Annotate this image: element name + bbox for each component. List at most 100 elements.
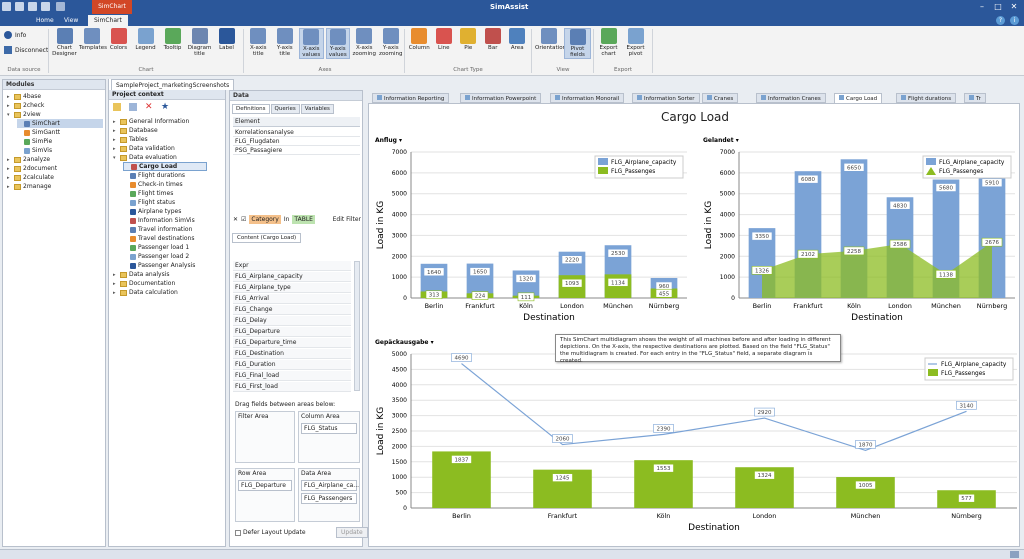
open-folder-icon[interactable] [113, 103, 121, 111]
defer-checkbox[interactable]: Defer Layout Update [235, 529, 306, 536]
diagram-title[interactable]: Gelandet ▾ [703, 137, 739, 144]
project-item[interactable]: ▸ Data analysis [113, 271, 170, 278]
project-item[interactable]: Flight durations [123, 171, 185, 180]
filter-area[interactable]: Filter Area [235, 411, 295, 463]
project-item[interactable]: Passenger load 2 [123, 252, 189, 261]
element-row[interactable]: PSG_Passagiere [233, 146, 360, 155]
line-series[interactable] [461, 363, 967, 452]
doc-tab[interactable]: Flight durations [896, 93, 957, 103]
field-row[interactable]: FLG_Duration [233, 360, 351, 370]
subtab-definitions[interactable]: Definitions [232, 104, 270, 114]
disconnect-button[interactable]: Disconnect [4, 46, 48, 54]
project-item[interactable]: ▸ General Information [113, 118, 190, 125]
data-area[interactable]: Data Area FLG_Airplane_ca... FLG_Passeng… [298, 468, 360, 522]
project-item[interactable]: Passenger Analysis [123, 261, 195, 270]
x-axis-values-button[interactable]: X-axis values [299, 28, 324, 59]
doc-tab[interactable]: Information Powerpoint [460, 93, 542, 103]
collapsed-icon[interactable]: ▸ [113, 118, 116, 125]
module-item[interactable]: ▸ 2check [7, 102, 45, 109]
properties-icon[interactable] [129, 103, 137, 111]
module-item[interactable]: SimVis [17, 146, 52, 155]
data-field-chip[interactable]: FLG_Passengers [301, 493, 357, 504]
module-item[interactable]: ▸ 4base [7, 93, 42, 100]
element-row[interactable]: FLG_Flugdaten [233, 137, 360, 146]
project-item[interactable]: Flight status [123, 198, 175, 207]
doc-tab[interactable]: Tr [964, 93, 986, 103]
content-tab[interactable]: Content (Cargo Load) [232, 233, 302, 243]
clear-filter-icon[interactable]: ✕ [233, 215, 239, 223]
collapsed-icon[interactable]: ▸ [113, 136, 116, 143]
project-item[interactable]: Flight times [123, 189, 173, 198]
tab-home[interactable]: Home [36, 17, 54, 24]
label-button[interactable]: Label [214, 28, 239, 51]
edit-filter-button[interactable]: Edit Filter [332, 215, 361, 223]
diagram-title[interactable]: Anflug ▾ [375, 137, 402, 144]
collapsed-icon[interactable]: ▸ [7, 102, 10, 109]
filter-category[interactable]: Category [249, 214, 281, 224]
doc-tab[interactable]: Information Sorter [632, 93, 700, 103]
collapsed-icon[interactable]: ▸ [7, 156, 10, 163]
favorite-icon[interactable]: ★ [161, 102, 170, 112]
pie-button[interactable]: Pie [457, 28, 480, 51]
y-axis-title-button[interactable]: Y-axis title [273, 28, 298, 57]
bar-button[interactable]: Bar [482, 28, 505, 51]
subtab-variables[interactable]: Variables [300, 104, 334, 114]
project-item[interactable]: ▸ Data validation [113, 145, 175, 152]
field-row[interactable]: FLG_Destination [233, 349, 351, 359]
doc-tab[interactable]: Cranes [702, 93, 739, 103]
field-row[interactable]: FLG_Airplane_capacity [233, 272, 351, 282]
module-item[interactable]: ▸ 2document [7, 165, 58, 172]
save-icon[interactable] [28, 2, 37, 11]
column-button[interactable]: Column [408, 28, 431, 51]
info-icon[interactable]: i [1010, 16, 1019, 25]
filter-table[interactable]: TABLE [292, 214, 315, 224]
tab-simchart[interactable]: SimChart [88, 15, 128, 26]
field-row[interactable]: FLG_Change [233, 305, 351, 315]
module-item[interactable]: SimGantt [17, 128, 60, 137]
doc-tab[interactable]: Information Cranes [756, 93, 826, 103]
y-axis-values-button[interactable]: Y-axis values [325, 28, 350, 59]
x-axis-zooming-button[interactable]: X-axis zooming [352, 28, 377, 57]
area-button[interactable]: Area [506, 28, 529, 51]
project-item[interactable]: Airplane types [123, 207, 181, 216]
tooltip-button[interactable]: Tooltip [160, 28, 185, 51]
pivot-fields-button[interactable]: Pivot fields [564, 28, 591, 59]
column-area[interactable]: Column Area FLG_Status [298, 411, 360, 463]
help-icon[interactable]: ? [996, 16, 1005, 25]
module-item[interactable]: ▸ 2calculate [7, 174, 54, 181]
diagram-title[interactable]: Gepäckausgabe ▾ [375, 339, 434, 346]
module-item[interactable]: ▸ 2analyze [7, 156, 51, 163]
collapsed-icon[interactable]: ▸ [7, 183, 10, 190]
data-field-chip[interactable]: FLG_Airplane_ca... [301, 480, 359, 491]
doc-tab[interactable]: Cargo Load [834, 93, 883, 103]
field-row[interactable]: FLG_Arrival [233, 294, 351, 304]
templates-button[interactable]: Templates [79, 28, 107, 51]
filter-check-icon[interactable]: ☑ [241, 215, 247, 223]
field-row[interactable]: FLG_First_load [233, 382, 351, 392]
project-item[interactable]: Cargo Load [123, 162, 207, 171]
diagram-title-button[interactable]: Diagram title [187, 28, 212, 57]
legend-button[interactable]: Legend [133, 28, 158, 51]
export-pivot-button[interactable]: Export pivot [623, 28, 648, 57]
field-row[interactable]: FLG_Delay [233, 316, 351, 326]
refresh-icon[interactable] [41, 2, 50, 11]
project-item[interactable]: ▸ Tables [113, 136, 148, 143]
field-row[interactable]: FLG_Departure_time [233, 338, 351, 348]
collapsed-icon[interactable]: ▸ [113, 271, 116, 278]
x-axis-title-button[interactable]: X-axis title [246, 28, 271, 57]
subtab-queries[interactable]: Queries [270, 104, 300, 114]
project-item[interactable]: ▾ Data evaluation [113, 154, 177, 161]
export-chart-button[interactable]: Export chart [596, 28, 621, 57]
collapsed-icon[interactable]: ▸ [113, 127, 116, 134]
open-icon[interactable] [15, 2, 24, 11]
close-icon[interactable]: ✕ [1010, 2, 1018, 11]
field-row[interactable]: FLG_Departure [233, 327, 351, 337]
orientation-button[interactable]: Orientation [535, 28, 566, 51]
field-scrollbar[interactable] [354, 261, 360, 391]
chart-designer-button[interactable]: Chart Designer [52, 28, 77, 57]
row-area[interactable]: Row Area FLG_Departure [235, 468, 295, 522]
doc-tab[interactable]: Information Monorail [550, 93, 625, 103]
minimize-icon[interactable]: – [980, 2, 984, 11]
project-item[interactable]: Information SimVis [123, 216, 195, 225]
project-item[interactable]: Travel information [123, 225, 192, 234]
